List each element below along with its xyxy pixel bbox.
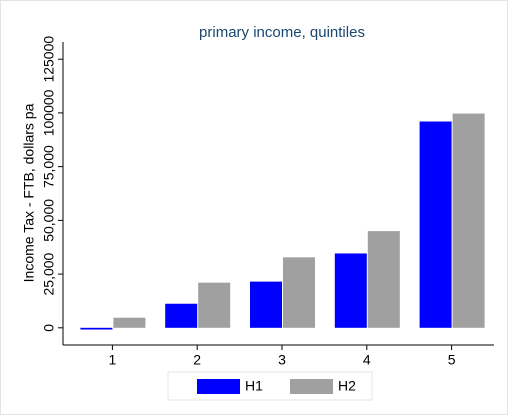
x-tick-label: 2: [193, 352, 201, 368]
legend-label: H1: [245, 378, 263, 394]
x-tick-label: 5: [448, 352, 456, 368]
x-tick-label: 4: [363, 352, 371, 368]
bar: [283, 257, 315, 328]
y-axis-label: Income Tax - FTB, dollars pa: [21, 103, 37, 282]
chart-title: primary income, quintiles: [199, 24, 365, 41]
y-tick-label: 25,000: [41, 252, 57, 295]
bar: [80, 327, 113, 330]
legend-label: H2: [338, 378, 356, 394]
y-tick-label: 0: [41, 324, 57, 332]
y-tick-label: 50,000: [41, 199, 57, 242]
bar: [198, 282, 231, 328]
x-tick-label: 3: [278, 352, 286, 368]
bar: [419, 121, 452, 328]
x-tick-label: 1: [109, 352, 117, 368]
bar: [452, 113, 485, 328]
bar: [334, 253, 367, 328]
bar: [165, 303, 198, 328]
bar: [367, 231, 400, 328]
bar: [113, 317, 146, 328]
y-tick-label: 125000: [41, 36, 57, 83]
legend-swatch: [197, 379, 240, 394]
y-tick-label: 100000: [41, 89, 57, 136]
bar: [250, 281, 282, 328]
legend-swatch: [290, 379, 333, 394]
y-tick-label: 75,000: [41, 145, 57, 188]
